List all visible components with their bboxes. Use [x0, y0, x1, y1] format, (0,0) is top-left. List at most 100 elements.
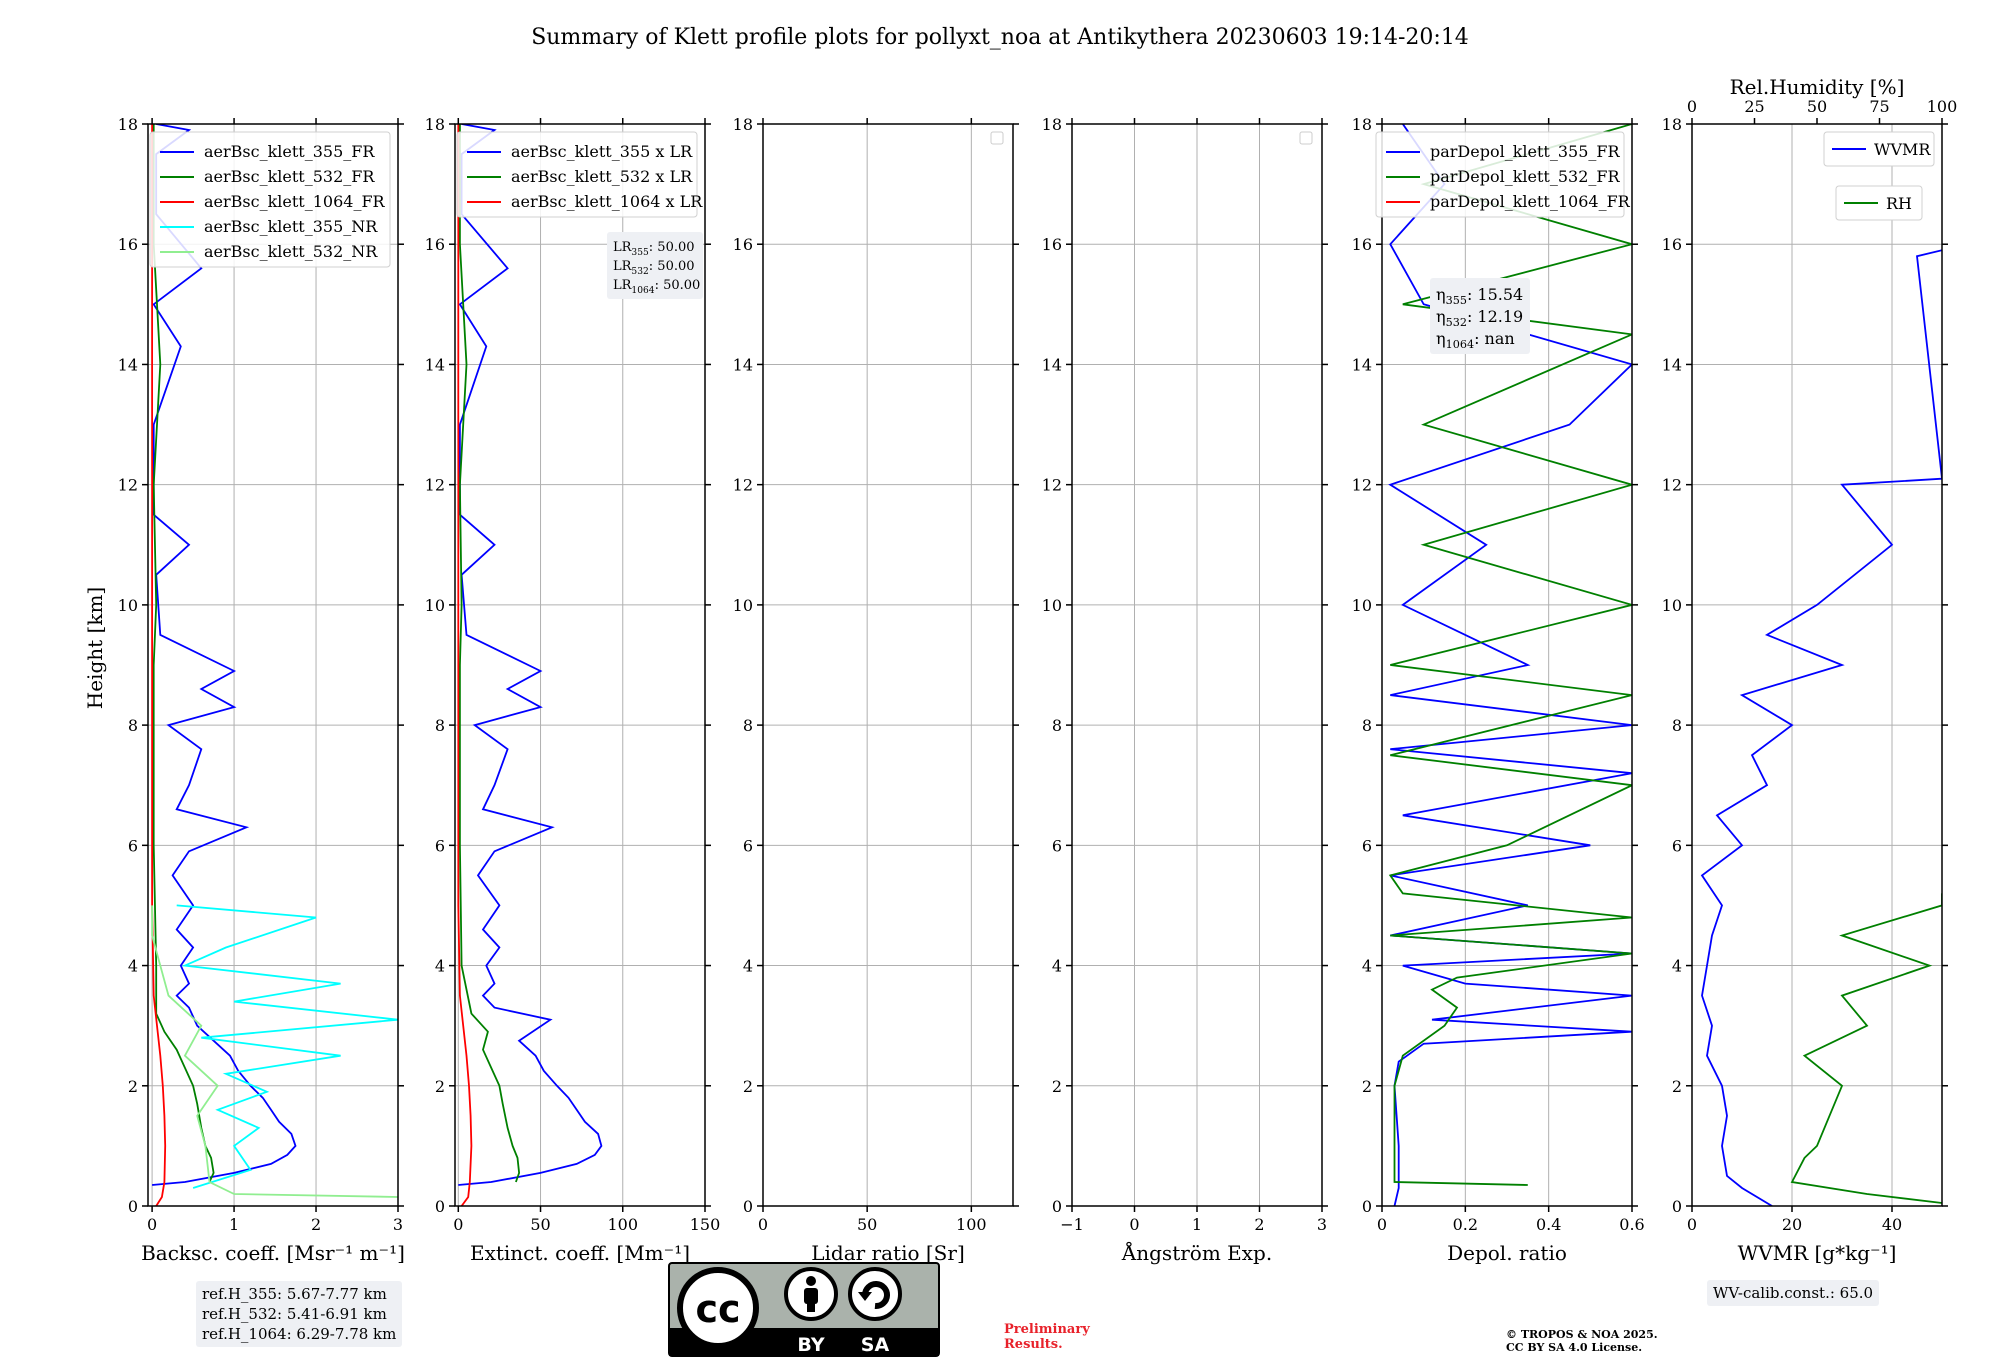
panel-6: 0 2 4 6 8 10 12 14 16 18 0 20 40 WVMR [g*kg⁻¹] 0 25 50 75…	[1662, 75, 1958, 1265]
y-tick-label: 10	[1352, 596, 1372, 615]
preliminary-line-2: Results.	[1004, 1337, 1063, 1352]
x-tick-label: 0.4	[1536, 1215, 1561, 1234]
series-line-RH	[1790, 893, 1942, 1204]
top-x-tick-label: 100	[1927, 97, 1958, 116]
x-tick-label: 150	[690, 1215, 721, 1234]
annotation-text: η355: 15.54	[1436, 285, 1523, 307]
series-line-aerBsc_klett_355 x LR	[458, 124, 603, 1186]
legend-label: parDepol_klett_1064_FR	[1430, 192, 1631, 211]
y-tick-label: 4	[743, 957, 753, 976]
series-line-aerBsc_klett_532_NR	[151, 905, 398, 1198]
empty-legend	[1299, 131, 1313, 145]
y-axis-label: Height [km]	[83, 587, 107, 709]
ref-height-532: ref.H_532: 5.41-6.91 km	[202, 1305, 387, 1323]
y-tick-label: 18	[1352, 115, 1372, 134]
y-tick-label: 14	[733, 355, 753, 374]
y-tick-label: 16	[733, 235, 753, 254]
y-tick-label: 8	[128, 716, 138, 735]
x-axis-label: WVMR [g*kg⁻¹]	[1738, 1241, 1897, 1265]
series-line-aerBsc_klett_1064 x LR	[457, 124, 473, 1206]
x-tick-label: 2	[1254, 1215, 1264, 1234]
cc-icon	[677, 1267, 759, 1349]
panel-5: 0 2 4 6 8 10 12 14 16 18 0 0.2 0.4 0.6 Depol. ratio par…	[1352, 115, 1645, 1265]
top-x-tick-label: 50	[1807, 97, 1827, 116]
legend-box	[1835, 185, 1923, 221]
annotation-text: LR355: 50.00	[613, 240, 695, 258]
x-tick-label: 3	[393, 1215, 403, 1234]
y-tick-label: 12	[118, 476, 138, 495]
wv-calibration-box: WV-calib.const.: 65.0	[1707, 1280, 1880, 1306]
top-x-tick-label: 75	[1869, 97, 1889, 116]
legend-box	[1375, 131, 1625, 218]
copyright-line-2: CC BY SA 4.0 License.	[1506, 1341, 1643, 1354]
y-tick-label: 4	[1362, 957, 1372, 976]
legend-box	[149, 131, 391, 268]
legend-label: WVMR	[1874, 140, 1931, 159]
legend-label: aerBsc_klett_355 x LR	[511, 142, 693, 161]
empty-legend	[990, 131, 1004, 145]
legend-label: aerBsc_klett_355_NR	[204, 217, 378, 236]
y-tick-label: 18	[733, 115, 753, 134]
y-tick-label: 6	[128, 836, 138, 855]
attribution-icon	[784, 1267, 838, 1321]
legend-box	[456, 131, 698, 218]
y-tick-label: 16	[118, 235, 138, 254]
series-line-aerBsc_klett_532 x LR	[458, 124, 521, 1183]
annotation-text: η1064: nan	[1436, 329, 1515, 351]
y-tick-label: 16	[1352, 235, 1372, 254]
legend-label: aerBsc_klett_355_FR	[204, 142, 375, 161]
x-tick-label: 0	[1377, 1215, 1387, 1234]
ref-height-355: ref.H_355: 5.67-7.77 km	[202, 1285, 387, 1303]
y-tick-label: 12	[1352, 476, 1372, 495]
y-tick-label: 10	[733, 596, 753, 615]
y-tick-label: 14	[118, 355, 138, 374]
y-tick-label: 2	[1672, 1077, 1682, 1096]
cc-license-badge: cc BY SA	[668, 1262, 940, 1357]
x-axis-label: Backsc. coeff. [Msr⁻¹ m⁻¹]	[141, 1241, 405, 1265]
x-axis-label: Lidar ratio [Sr]	[811, 1241, 965, 1265]
x-tick-label: 50	[857, 1215, 877, 1234]
x-tick-label: 2	[311, 1215, 321, 1234]
x-axis-label: Ångström Exp.	[1121, 1240, 1272, 1265]
copyright-line-1: © TROPOS & NOA 2025.	[1506, 1328, 1658, 1341]
y-tick-label: 14	[425, 355, 445, 374]
svg-text:cc: cc	[695, 1287, 740, 1331]
annotation-box	[607, 232, 703, 299]
y-tick-label: 8	[1362, 716, 1372, 735]
y-tick-label: 4	[1672, 957, 1682, 976]
copyright-note: © TROPOS & NOA 2025. CC BY SA 4.0 Licens…	[1506, 1328, 1658, 1354]
y-tick-label: 6	[1052, 836, 1062, 855]
legend-label: parDepol_klett_355_FR	[1430, 142, 1621, 161]
y-tick-label: 6	[435, 836, 445, 855]
y-tick-label: 10	[1662, 596, 1682, 615]
y-tick-label: 8	[743, 716, 753, 735]
annotation-box	[1430, 278, 1530, 354]
x-tick-label: 100	[956, 1215, 987, 1234]
axes-frame	[147, 123, 399, 1207]
y-tick-label: 0	[435, 1197, 445, 1216]
x-tick-label: 3	[1317, 1215, 1327, 1234]
y-tick-label: 10	[425, 596, 445, 615]
y-tick-label: 18	[118, 115, 138, 134]
top-x-tick-label: 25	[1744, 97, 1764, 116]
y-tick-label: 2	[1362, 1077, 1372, 1096]
x-tick-label: 0	[1687, 1215, 1697, 1234]
y-tick-label: 0	[128, 1197, 138, 1216]
x-axis-label: Depol. ratio	[1447, 1241, 1567, 1265]
y-tick-label: 6	[743, 836, 753, 855]
y-tick-label: 8	[1052, 716, 1062, 735]
legend-label: aerBsc_klett_532_NR	[204, 242, 378, 261]
y-tick-label: 16	[1662, 235, 1682, 254]
legend-label: aerBsc_klett_532 x LR	[511, 167, 693, 186]
x-tick-label: 1	[229, 1215, 239, 1234]
cc-by-label: BY	[797, 1334, 824, 1356]
y-tick-label: 12	[1042, 476, 1062, 495]
legend-label: aerBsc_klett_1064_FR	[204, 192, 386, 211]
y-tick-label: 2	[128, 1077, 138, 1096]
panel-3: 0 2 4 6 8 10 12 14 16 18 0 50 100 Lidar ratio [Sr]	[733, 115, 1019, 1265]
y-tick-label: 6	[1362, 836, 1372, 855]
series-line-aerBsc_klett_355_NR	[176, 904, 398, 1189]
